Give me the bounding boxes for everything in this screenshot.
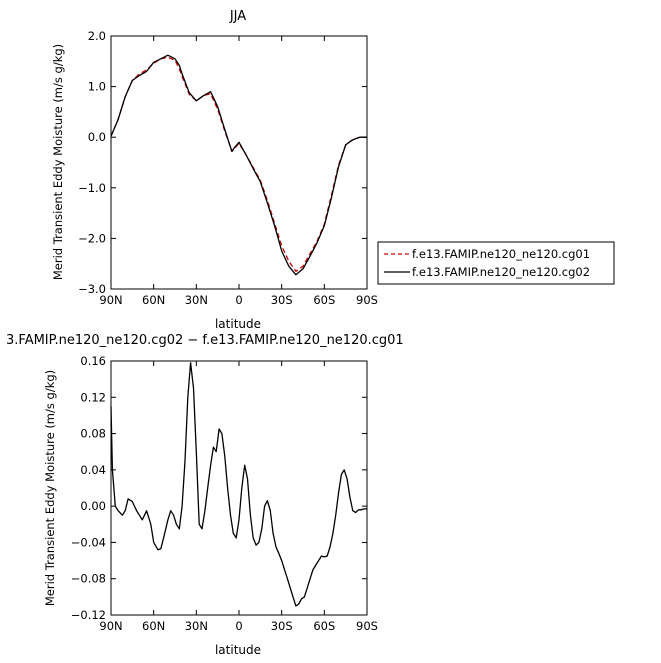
legend-label-cg01: f.e13.FAMIP.ne120_ne120.cg01	[412, 247, 590, 261]
bottom-y-tick-label: −0.12	[71, 608, 106, 622]
top-x-ticks: 90N 60N 30N 0 30S 60S 90S	[99, 36, 378, 307]
top-y-ticks: 2.0 1.0 0.0 −1.0 −2.0 −3.0	[78, 29, 367, 296]
top-y-tick-label: −1.0	[78, 181, 106, 195]
bottom-chart-title: 3.FAMIP.ne120_ne120.cg02 − f.e13.FAMIP.n…	[6, 333, 404, 348]
top-y-tick-label: −2.0	[78, 231, 106, 245]
bottom-x-ticks: 90N 60N 30N 0 30S 60S 90S	[99, 361, 378, 633]
bottom-y-tick-label: 0.00	[80, 499, 106, 513]
top-panel: JJA 2.0 1.0 0.0 −1.0 −2.0 −3.0 90N 60N 30N 0 30S 6…	[51, 9, 615, 331]
top-x-tick-label: 0	[235, 293, 242, 307]
bottom-y-tick-label: 0.16	[80, 354, 106, 368]
bottom-x-tick-label: 90N	[99, 619, 122, 633]
top-y-axis-label: Merid Transient Eddy Moisture (m/s g/kg)	[51, 44, 65, 280]
bottom-y-tick-label: 0.08	[80, 427, 106, 441]
bottom-y-tick-label: 0.12	[80, 390, 106, 404]
bottom-y-tick-label: −0.04	[71, 535, 106, 549]
top-plot-frame	[110, 35, 368, 290]
top-chart-title: JJA	[229, 9, 246, 24]
top-y-tick-label: 0.0	[88, 130, 106, 144]
bottom-x-tick-label: 60S	[313, 619, 335, 633]
bottom-x-axis-label: latitude	[215, 643, 261, 657]
top-x-tick-label: 90N	[99, 293, 122, 307]
top-x-tick-label: 90S	[356, 293, 378, 307]
bottom-y-ticks: 0.16 0.12 0.08 0.04 0.00 −0.04 −0.08 −0.12	[71, 354, 367, 622]
legend-label-cg02: f.e13.FAMIP.ne120_ne120.cg02	[412, 265, 590, 279]
legend-box	[377, 241, 615, 285]
top-y-tick-label: −3.0	[78, 282, 106, 296]
bottom-series-line-0	[110, 362, 367, 607]
bottom-y-axis-label: Merid Transient Eddy Moisture (m/s g/kg)	[43, 370, 57, 606]
top-x-tick-label: 60N	[142, 293, 165, 307]
top-x-tick-label: 30S	[271, 293, 293, 307]
bottom-x-tick-label: 30S	[271, 619, 293, 633]
bottom-x-tick-label: 60N	[142, 619, 165, 633]
top-x-axis-label: latitude	[215, 317, 261, 331]
bottom-x-tick-label: 0	[235, 619, 242, 633]
top-y-tick-label: 1.0	[88, 80, 106, 94]
top-series-line-1	[110, 54, 367, 276]
bottom-y-tick-label: −0.08	[71, 572, 106, 586]
top-x-tick-label: 30N	[185, 293, 208, 307]
bottom-y-tick-label: 0.04	[80, 463, 106, 477]
top-series-lines	[110, 54, 367, 276]
bottom-series-lines	[110, 362, 367, 607]
bottom-x-tick-label: 30N	[185, 619, 208, 633]
top-x-tick-label: 60S	[313, 293, 335, 307]
bottom-x-tick-label: 90S	[356, 619, 378, 633]
bottom-panel: 3.FAMIP.ne120_ne120.cg02 − f.e13.FAMIP.n…	[6, 333, 404, 657]
top-series-line-0	[110, 56, 367, 272]
top-y-tick-label: 2.0	[88, 29, 106, 43]
legend: f.e13.FAMIP.ne120_ne120.cg01 f.e13.FAMIP…	[377, 241, 615, 285]
bottom-plot-frame	[110, 360, 368, 616]
